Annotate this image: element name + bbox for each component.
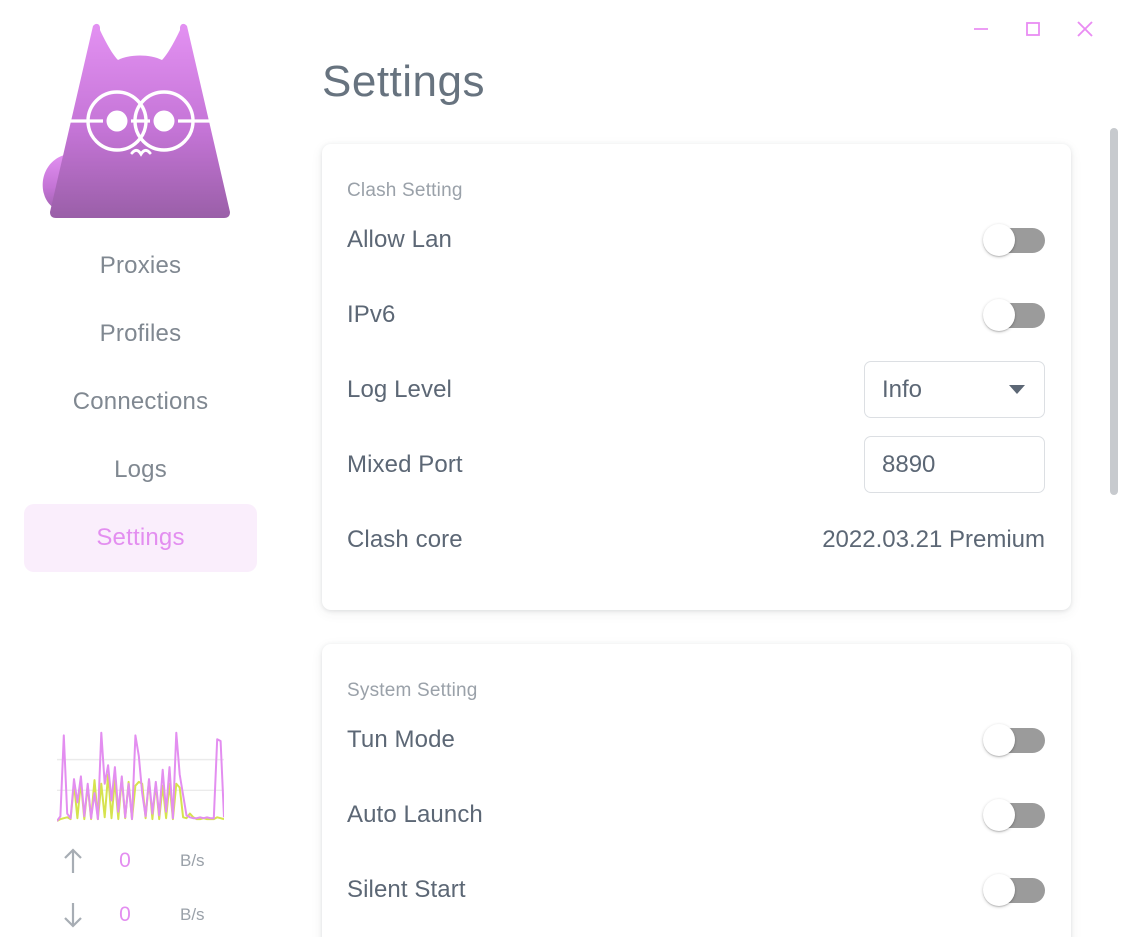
- sidebar-item-label: Settings: [96, 524, 185, 551]
- row-mixed-port: Mixed Port 8890: [322, 427, 1071, 502]
- row-clash-core: Clash core 2022.03.21 Premium: [322, 502, 1071, 577]
- close-icon: [1073, 17, 1097, 41]
- upload-speed-unit: B/s: [180, 851, 205, 870]
- window-controls: [958, 0, 1124, 58]
- row-label: Tun Mode: [347, 725, 455, 753]
- sidebar-item-settings[interactable]: Settings: [24, 504, 257, 572]
- arrow-up-icon: [50, 846, 96, 876]
- app-logo: [0, 0, 281, 232]
- row-label: IPv6: [347, 300, 396, 328]
- row-label: Clash core: [347, 525, 463, 553]
- minimize-button[interactable]: [958, 12, 1004, 46]
- row-label: Mixed Port: [347, 450, 463, 478]
- close-button[interactable]: [1062, 12, 1108, 46]
- cat-logo-icon: [38, 20, 243, 220]
- row-label: Silent Start: [347, 875, 466, 903]
- toggle-knob: [983, 223, 1015, 256]
- log-level-select[interactable]: Info: [864, 361, 1045, 418]
- sidebar-nav: Proxies Profiles Connections Logs Settin…: [0, 232, 281, 572]
- card-header: System Setting: [347, 680, 478, 701]
- row-label: Allow Lan: [347, 225, 452, 253]
- sidebar-item-label: Proxies: [99, 252, 182, 279]
- minimize-icon: [970, 18, 992, 40]
- scrollbar-track[interactable]: [1108, 0, 1118, 937]
- upload-speed-value: 0: [119, 849, 131, 872]
- sidebar-item-label: Connections: [72, 388, 209, 415]
- row-allow-lan: Allow Lan: [322, 202, 1071, 277]
- row-tun-mode: Tun Mode: [322, 702, 1071, 777]
- download-speed-unit: B/s: [180, 905, 205, 924]
- maximize-button[interactable]: [1010, 12, 1056, 46]
- page-title: Settings: [322, 57, 485, 106]
- sidebar-item-logs[interactable]: Logs: [24, 436, 257, 504]
- mixed-port-value: 8890: [882, 450, 936, 478]
- tun-mode-toggle[interactable]: [983, 723, 1045, 756]
- clash-core-version: 2022.03.21 Premium: [822, 525, 1045, 553]
- system-setting-card: System Setting Tun Mode Auto Launch Sile…: [322, 644, 1071, 937]
- traffic-download-row: 0 B/s: [0, 888, 281, 942]
- row-log-level: Log Level Info: [322, 352, 1071, 427]
- traffic-panel: 0 B/s 0 B/s: [0, 724, 281, 942]
- toggle-knob: [983, 723, 1015, 756]
- sidebar-item-connections[interactable]: Connections: [24, 368, 257, 436]
- main-content: Settings Clash Setting Allow Lan IPv6 Lo…: [281, 0, 1124, 937]
- download-speed-value: 0: [119, 903, 131, 926]
- toggle-knob: [983, 298, 1015, 331]
- row-silent-start: Silent Start: [322, 852, 1071, 927]
- toggle-knob: [983, 873, 1015, 906]
- traffic-upload-row: 0 B/s: [0, 834, 281, 888]
- maximize-icon: [1022, 18, 1044, 40]
- traffic-chart: [0, 724, 281, 834]
- toggle-knob: [983, 798, 1015, 831]
- sidebar-item-profiles[interactable]: Profiles: [24, 300, 257, 368]
- clash-setting-card: Clash Setting Allow Lan IPv6 Log Level I…: [322, 144, 1071, 610]
- sidebar-item-label: Profiles: [99, 320, 182, 347]
- auto-launch-toggle[interactable]: [983, 798, 1045, 831]
- arrow-down-icon: [50, 900, 96, 930]
- ipv6-toggle[interactable]: [983, 298, 1045, 331]
- log-level-value: Info: [882, 375, 923, 403]
- row-auto-launch: Auto Launch: [322, 777, 1071, 852]
- row-label: Auto Launch: [347, 800, 483, 828]
- scrollbar-thumb[interactable]: [1110, 128, 1118, 495]
- allow-lan-toggle[interactable]: [983, 223, 1045, 256]
- mixed-port-input[interactable]: 8890: [864, 436, 1045, 493]
- row-label: Log Level: [347, 375, 452, 403]
- chevron-down-icon: [1009, 385, 1025, 394]
- card-header: Clash Setting: [347, 180, 463, 201]
- sidebar: Proxies Profiles Connections Logs Settin…: [0, 0, 281, 937]
- silent-start-toggle[interactable]: [983, 873, 1045, 906]
- sidebar-item-proxies[interactable]: Proxies: [24, 232, 257, 300]
- sidebar-item-label: Logs: [114, 456, 167, 483]
- row-ipv6: IPv6: [322, 277, 1071, 352]
